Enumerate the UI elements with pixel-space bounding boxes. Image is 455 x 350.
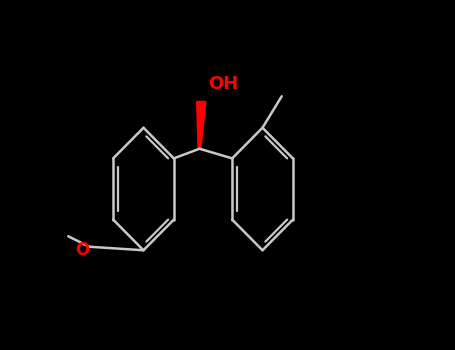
- Text: O: O: [75, 241, 89, 259]
- Polygon shape: [197, 102, 206, 149]
- Text: OH: OH: [208, 75, 238, 93]
